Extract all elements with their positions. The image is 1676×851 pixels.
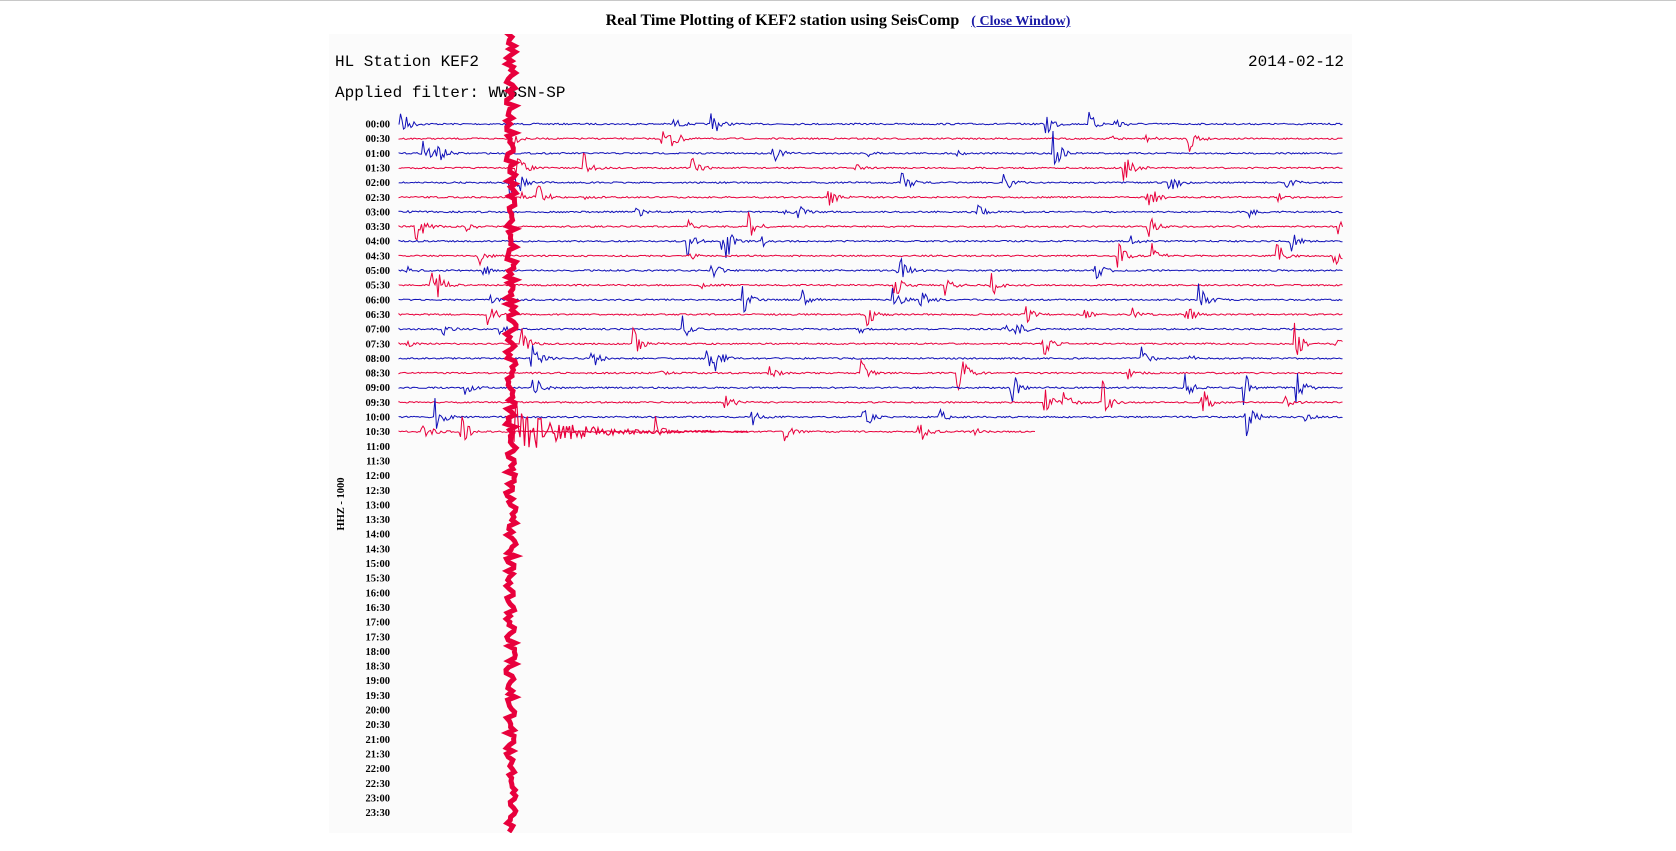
time-label: 21:00 [366,735,391,746]
time-label: 17:30 [366,632,391,643]
trace [398,322,1343,355]
trace [398,111,1343,134]
trace [398,152,1343,181]
trace [398,398,1343,437]
time-label: 06:30 [366,310,391,321]
page-title: Real Time Plotting of KEF2 station using… [605,12,960,29]
time-label: 11:00 [366,442,390,453]
time-label: 18:30 [366,662,391,673]
time-label: 14:30 [366,544,391,555]
time-label: 20:00 [366,706,391,717]
time-label: 03:00 [366,207,391,218]
time-label: 07:00 [366,325,391,336]
trace [398,283,1343,314]
trace [398,256,1343,280]
time-label: 15:30 [366,574,391,585]
trace [398,204,1343,220]
time-label: 23:00 [366,793,391,804]
time-label: 04:30 [366,251,391,262]
time-label: 02:30 [366,193,391,204]
time-label: 00:00 [366,120,391,131]
time-label: 16:30 [366,603,391,614]
date-label: 2014-02-12 [1248,53,1344,71]
trace [398,185,1343,206]
trace [398,131,1343,152]
time-label: 17:00 [366,618,391,629]
trace [398,315,1343,337]
trace [398,234,1343,259]
time-label: 21:30 [366,749,391,760]
header: Real Time Plotting of KEF2 station using… [0,12,1676,30]
trace [398,170,1343,200]
time-label: 02:00 [366,178,391,189]
time-label: 22:30 [366,779,391,790]
trace [398,380,1343,412]
time-label: 09:30 [366,398,391,409]
time-label: 03:30 [366,222,391,233]
time-label: 19:00 [366,676,391,687]
time-label: 13:30 [366,515,391,526]
time-label: 20:30 [366,720,391,731]
time-label: 07:30 [366,339,391,350]
time-label: 11:30 [366,456,390,467]
time-label: 22:00 [366,764,391,775]
time-label: 08:30 [366,369,391,380]
close-window-link[interactable]: ( Close Window) [971,14,1071,29]
time-label: 23:30 [366,808,391,819]
time-label: 01:30 [366,163,391,174]
helicorder: HL Station KEF2 2014-02-12 Applied filte… [329,34,1352,833]
time-label: 09:00 [366,383,391,394]
time-label: 04:00 [366,237,391,248]
time-label: 06:00 [366,295,391,306]
time-label: 18:00 [366,647,391,658]
channel-label: HHZ - 1000 [336,477,347,530]
time-label: 10:00 [366,413,391,424]
time-label: 13:00 [366,500,391,511]
time-label: 15:00 [366,559,391,570]
trace [398,306,1343,327]
trace [398,211,1343,241]
time-label: 01:00 [366,149,391,160]
time-label: 16:00 [366,588,391,599]
time-label: 12:30 [366,486,391,497]
trace [398,242,1343,268]
time-label: 08:00 [366,354,391,365]
trace [398,130,1343,166]
station-label: HL Station KEF2 [335,53,479,71]
time-label: 14:00 [366,530,391,541]
event-coda [510,405,749,448]
time-label: 12:00 [366,471,391,482]
time-label: 19:30 [366,691,391,702]
trace [398,345,1343,372]
time-label: 00:30 [366,134,391,145]
time-label: 05:30 [366,281,391,292]
trace [398,358,1343,392]
time-label: 10:30 [366,427,391,438]
filter-label: Applied filter: WWSSN-SP [335,84,565,102]
trace [398,373,1343,405]
time-label: 05:00 [366,266,391,277]
trace [398,272,1343,298]
